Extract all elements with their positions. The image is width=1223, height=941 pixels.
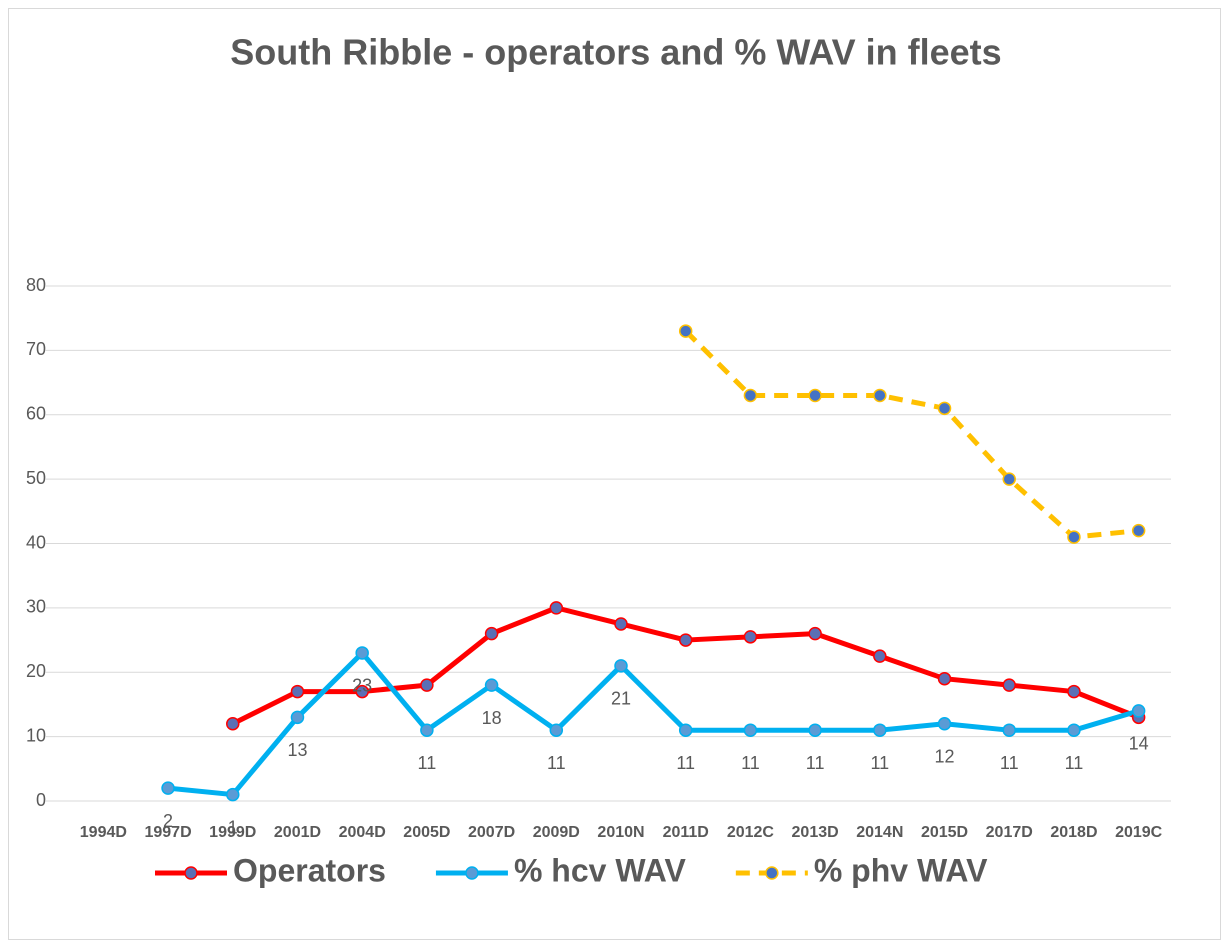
data-point [1131,704,1146,718]
data-label: 2 [163,811,173,831]
data-label: 11 [547,753,566,773]
data-point [743,630,758,644]
data-point [1002,723,1016,737]
data-label: 11 [741,753,760,773]
x-tick-label: 2019C [1115,824,1163,841]
x-tick-label: 2009D [533,824,580,841]
data-point [808,626,822,641]
series-line [683,329,1139,540]
legend-label: % hcv WAV [514,852,687,888]
y-tick-label: 50 [26,468,46,488]
y-tick-label: 60 [26,404,46,424]
data-point [226,787,240,802]
data-label: 18 [482,708,502,728]
data-label: 21 [611,689,631,709]
data-point [1067,530,1081,544]
y-tick-label: 30 [26,597,46,617]
legend-marker [184,866,198,880]
data-point [937,401,952,416]
data-point [549,601,564,615]
data-point [937,671,952,686]
series-line [167,650,1140,798]
data-point [420,678,434,692]
data-point [1002,472,1016,486]
y-tick-label: 40 [26,532,46,552]
data-point [873,388,887,403]
x-tick-label: 1997D [144,824,191,841]
data-point [614,617,628,631]
data-point [873,649,887,663]
x-tick-label: 2005D [403,824,450,841]
data-point [549,723,564,737]
x-tick-label: 2015D [921,824,968,841]
x-tick-label: 2004D [339,824,386,841]
chart-title: South Ribble - operators and % WAV in fl… [230,32,1001,73]
chart-border [8,8,1221,940]
y-tick-label: 80 [26,275,46,295]
data-label: 14 [1129,734,1149,754]
legend-label: % phv WAV [814,852,988,888]
x-tick-label: 2007D [468,824,515,841]
data-point [226,717,240,731]
x-tick-label: 2017D [986,824,1033,841]
data-point [808,388,822,403]
x-tick-label: 1999D [209,824,256,841]
x-tick-label: 2014N [856,824,903,841]
y-tick-label: 20 [26,661,46,681]
y-tick-label: 10 [26,725,46,745]
data-point [1067,723,1081,737]
data-point [743,388,758,403]
data-label: 1 [228,817,238,837]
data-point [355,684,369,699]
data-point [808,723,822,737]
data-point [678,324,693,338]
data-label: 11 [676,753,695,773]
y-tick-label: 0 [36,790,46,810]
legend-marker [465,866,479,880]
data-point [484,678,499,692]
data-label: 12 [935,747,955,767]
x-tick-label: 2012C [727,824,775,841]
data-point [873,723,887,737]
data-point [743,723,758,737]
data-label: 11 [1065,753,1084,773]
data-label: 11 [806,753,825,773]
data-label: 23 [352,676,372,696]
data-point [614,659,628,673]
data-point [1131,523,1146,538]
data-point [1002,678,1016,692]
data-point [420,723,434,737]
x-tick-label: 2010N [597,824,644,841]
data-label: 11 [418,753,437,773]
data-label: 11 [1000,753,1019,773]
data-point [290,684,305,699]
x-tick-label: 2001D [274,824,321,841]
data-point [484,626,499,641]
x-tick-label: 2018D [1050,824,1097,841]
x-tick-label: 2011D [663,824,709,841]
x-tick-label: 1994D [80,824,127,841]
data-point [355,646,369,660]
data-point [1067,684,1081,699]
data-label: 13 [287,740,307,760]
data-point [161,781,175,795]
data-label: 11 [870,753,889,773]
y-tick-label: 70 [26,339,46,359]
legend-label: Operators [233,852,386,888]
legend-marker [765,866,779,880]
data-point [290,710,305,725]
data-point [678,723,693,737]
data-point [678,633,693,647]
x-tick-label: 2013D [792,824,839,841]
data-point [937,717,952,731]
